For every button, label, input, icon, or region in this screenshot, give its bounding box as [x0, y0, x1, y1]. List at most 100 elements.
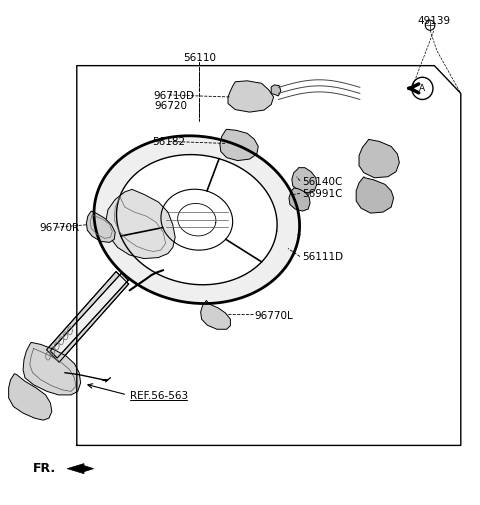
- Polygon shape: [270, 191, 291, 199]
- Polygon shape: [225, 143, 235, 161]
- Polygon shape: [273, 244, 294, 254]
- Polygon shape: [110, 251, 131, 262]
- Polygon shape: [107, 173, 127, 184]
- Polygon shape: [289, 188, 310, 211]
- Polygon shape: [223, 282, 232, 301]
- Polygon shape: [245, 157, 261, 172]
- Polygon shape: [221, 283, 230, 301]
- Polygon shape: [126, 154, 143, 169]
- Polygon shape: [238, 152, 252, 168]
- Polygon shape: [131, 266, 146, 281]
- Polygon shape: [132, 149, 148, 166]
- Polygon shape: [277, 221, 300, 223]
- Polygon shape: [163, 138, 172, 157]
- Polygon shape: [262, 261, 281, 274]
- Polygon shape: [277, 225, 300, 228]
- Polygon shape: [202, 136, 205, 156]
- Polygon shape: [276, 230, 299, 235]
- Text: 56182: 56182: [153, 137, 186, 147]
- Polygon shape: [272, 246, 294, 255]
- Polygon shape: [170, 281, 178, 299]
- Polygon shape: [234, 279, 246, 297]
- Polygon shape: [146, 274, 159, 290]
- Polygon shape: [128, 153, 144, 168]
- Polygon shape: [208, 138, 214, 157]
- Polygon shape: [226, 281, 236, 300]
- Polygon shape: [112, 166, 132, 179]
- Polygon shape: [183, 283, 188, 302]
- Polygon shape: [229, 146, 240, 163]
- Polygon shape: [156, 277, 167, 295]
- Polygon shape: [118, 258, 137, 270]
- Polygon shape: [106, 174, 126, 186]
- Polygon shape: [134, 148, 149, 165]
- Polygon shape: [271, 85, 281, 96]
- Polygon shape: [269, 251, 290, 261]
- Polygon shape: [97, 190, 120, 198]
- Polygon shape: [99, 187, 121, 195]
- Polygon shape: [96, 226, 118, 230]
- Polygon shape: [99, 185, 121, 194]
- Polygon shape: [253, 164, 270, 178]
- Polygon shape: [200, 136, 203, 155]
- Polygon shape: [186, 136, 190, 155]
- Polygon shape: [190, 136, 193, 155]
- Polygon shape: [154, 277, 165, 294]
- Polygon shape: [95, 222, 117, 225]
- Polygon shape: [220, 129, 258, 161]
- Text: 96770R: 96770R: [40, 223, 80, 233]
- Polygon shape: [229, 281, 240, 299]
- Polygon shape: [263, 177, 282, 188]
- Polygon shape: [262, 176, 281, 187]
- Polygon shape: [273, 200, 295, 206]
- Polygon shape: [95, 204, 117, 209]
- Polygon shape: [97, 230, 119, 235]
- Polygon shape: [187, 284, 191, 302]
- Polygon shape: [228, 145, 239, 162]
- Polygon shape: [96, 229, 119, 233]
- Polygon shape: [261, 262, 280, 275]
- Polygon shape: [247, 158, 262, 173]
- Polygon shape: [220, 141, 228, 160]
- Polygon shape: [96, 198, 118, 205]
- Polygon shape: [204, 285, 209, 304]
- Polygon shape: [100, 184, 122, 193]
- Polygon shape: [266, 256, 287, 267]
- Polygon shape: [270, 249, 291, 260]
- Polygon shape: [131, 150, 146, 167]
- Polygon shape: [216, 284, 224, 302]
- Polygon shape: [259, 171, 277, 183]
- Polygon shape: [94, 216, 117, 218]
- Polygon shape: [213, 139, 220, 158]
- Polygon shape: [267, 185, 288, 194]
- Polygon shape: [248, 272, 264, 288]
- Polygon shape: [274, 203, 296, 209]
- Polygon shape: [276, 235, 298, 242]
- Polygon shape: [223, 142, 232, 161]
- Polygon shape: [179, 283, 184, 301]
- Polygon shape: [86, 211, 115, 242]
- Polygon shape: [250, 271, 267, 286]
- Polygon shape: [95, 200, 118, 206]
- Polygon shape: [267, 255, 288, 266]
- Polygon shape: [221, 142, 230, 160]
- Polygon shape: [237, 278, 250, 295]
- Polygon shape: [104, 177, 125, 188]
- Polygon shape: [260, 173, 279, 184]
- Polygon shape: [94, 209, 117, 213]
- Polygon shape: [271, 247, 293, 257]
- Polygon shape: [273, 198, 295, 205]
- Polygon shape: [115, 163, 133, 177]
- Text: FR.: FR.: [33, 462, 56, 475]
- Polygon shape: [277, 219, 300, 221]
- Polygon shape: [103, 179, 124, 189]
- Polygon shape: [132, 267, 148, 282]
- Polygon shape: [205, 137, 209, 156]
- Polygon shape: [94, 213, 117, 215]
- Polygon shape: [153, 141, 164, 159]
- Polygon shape: [230, 280, 242, 298]
- Polygon shape: [50, 273, 128, 358]
- Text: 56111D: 56111D: [302, 251, 344, 262]
- Text: A: A: [420, 84, 425, 93]
- Polygon shape: [113, 254, 132, 265]
